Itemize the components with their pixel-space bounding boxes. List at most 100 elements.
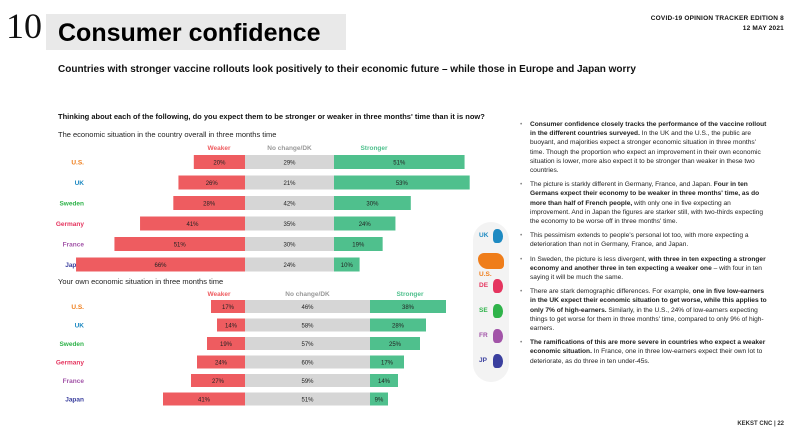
weaker-value: 28%	[203, 201, 216, 207]
no-change-bar	[245, 337, 370, 350]
weaker-value: 27%	[212, 379, 225, 385]
weaker-bar	[76, 257, 245, 272]
stronger-bar	[334, 237, 383, 251]
weaker-bar	[207, 337, 245, 350]
edition-date: 12 MAY 2021	[742, 25, 784, 32]
commentary-text: In France, one in three low-earners expe…	[530, 348, 763, 365]
no-change-value: 29%	[283, 160, 296, 166]
stronger-bar	[370, 337, 420, 350]
stronger-value: 28%	[392, 323, 405, 329]
map-country-code: DE	[479, 282, 489, 289]
no-change-value: 24%	[283, 263, 296, 269]
weaker-bar	[163, 392, 245, 406]
us-map-icon	[478, 253, 504, 269]
weaker-bar	[217, 318, 245, 332]
category-label: Japan	[65, 396, 84, 403]
stronger-value: 51%	[393, 160, 406, 166]
no-change-value: 57%	[301, 342, 314, 348]
no-change-value: 51%	[301, 397, 314, 403]
category-label: U.S.	[71, 304, 84, 311]
no-change-bar	[245, 237, 334, 251]
stronger-value: 24%	[359, 222, 372, 228]
uk-map-icon	[493, 229, 503, 243]
commentary-item: The ramifications of this are more sever…	[520, 338, 770, 366]
no-change-bar	[245, 175, 334, 190]
stronger-value: 30%	[366, 201, 379, 207]
survey-question: Thinking about each of the following, do…	[58, 112, 485, 121]
no-change-header: No change/DK	[285, 291, 330, 298]
weaker-header: Weaker	[207, 291, 230, 298]
weaker-value: 26%	[206, 181, 219, 187]
commentary-highlight: with three in ten expecting a stronger e…	[530, 255, 766, 272]
commentary-item: There are stark demographic differences.…	[520, 287, 770, 333]
edition-label: COVID-19 OPINION TRACKER EDITION 8	[650, 15, 784, 22]
stronger-bar	[334, 155, 465, 169]
weaker-value: 19%	[220, 342, 233, 348]
stronger-header: Stronger	[396, 291, 424, 298]
title-background	[46, 14, 346, 50]
no-change-value: 46%	[301, 305, 314, 311]
japan-map-icon	[493, 354, 503, 368]
no-change-header: No change/DK	[267, 145, 312, 152]
france-map-icon	[493, 329, 503, 343]
page-footer: KEKST CNC | 22	[737, 421, 784, 427]
map-country-code: JP	[479, 357, 487, 364]
page-number: 10	[6, 6, 42, 46]
edition-info: COVID-19 OPINION TRACKER EDITION 8 12 MA…	[651, 14, 784, 34]
no-change-bar	[245, 392, 370, 406]
stronger-bar	[334, 196, 411, 210]
commentary-highlight: one in five low-earners in the UK expect…	[530, 288, 767, 314]
weaker-value: 66%	[155, 263, 168, 269]
no-change-bar	[245, 257, 334, 272]
category-label: Germany	[56, 221, 85, 228]
stronger-value: 53%	[396, 181, 409, 187]
map-country-code: FR	[479, 332, 488, 339]
stronger-header: Stronger	[360, 145, 388, 152]
commentary-item: This pessimism extends to people's perso…	[520, 231, 770, 249]
commentary-text: This pessimism extends to people's perso…	[530, 232, 749, 249]
stronger-bar	[370, 318, 426, 332]
commentary-highlight: Consumer confidence closely tracks the p…	[530, 121, 767, 138]
no-change-bar	[245, 318, 370, 332]
commentary-highlight: The ramifications of this are more sever…	[530, 339, 766, 356]
stronger-bar	[370, 392, 388, 406]
weaker-bar	[173, 196, 245, 210]
category-label: Japan	[65, 262, 84, 269]
country-map-legend: UK U.S. DE SE FR JP	[473, 222, 509, 382]
page-title: Consumer confidence	[58, 19, 321, 47]
stronger-bar	[334, 257, 360, 272]
page-subtitle: Countries with stronger vaccine rollouts…	[58, 64, 636, 75]
stronger-value: 25%	[389, 342, 402, 348]
category-label: UK	[75, 180, 85, 187]
no-change-bar	[245, 216, 334, 231]
no-change-bar	[245, 374, 370, 387]
weaker-bar	[140, 216, 245, 231]
no-change-value: 42%	[283, 201, 296, 207]
commentary-text: – with four in ten saying it will be muc…	[530, 264, 762, 282]
sweden-map-icon	[493, 304, 503, 318]
weaker-bar	[193, 155, 245, 169]
weaker-value: 51%	[174, 242, 187, 248]
weaker-value: 41%	[198, 397, 211, 403]
commentary-text: In Sweden, the picture is less divergent…	[530, 255, 649, 263]
commentary-text: The picture is starkly different in Germ…	[530, 181, 714, 189]
map-country-code: SE	[479, 307, 488, 314]
commentary-text: with only one in five expecting an impro…	[530, 199, 764, 226]
no-change-value: 35%	[283, 222, 296, 228]
germany-map-icon	[493, 279, 503, 293]
commentary-text: Similarly, in the U.S., 24% of low-earne…	[530, 306, 764, 333]
commentary-text: There are stark demographic differences.…	[530, 288, 693, 296]
commentary-list: Consumer confidence closely tracks the p…	[520, 120, 770, 371]
weaker-value: 20%	[213, 160, 226, 166]
no-change-value: 58%	[301, 323, 314, 329]
commentary-item: The picture is starkly different in Germ…	[520, 180, 770, 226]
category-label: Sweden	[59, 200, 84, 207]
stronger-bar	[370, 374, 398, 387]
stronger-value: 9%	[375, 397, 384, 403]
commentary-text: In the UK and the U.S., the public are b…	[530, 130, 761, 175]
commentary-item: Consumer confidence closely tracks the p…	[520, 120, 770, 175]
category-label: France	[63, 378, 85, 385]
stronger-value: 10%	[341, 263, 354, 269]
no-change-value: 60%	[301, 360, 314, 366]
weaker-value: 24%	[215, 360, 228, 366]
